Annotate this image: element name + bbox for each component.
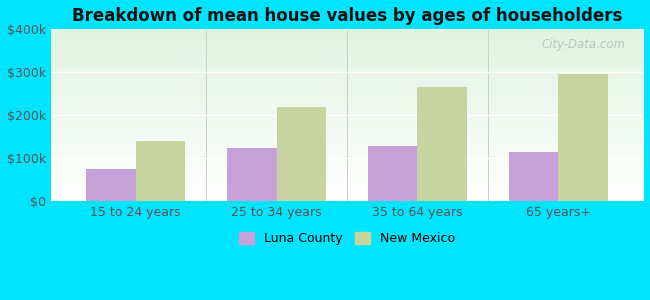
Bar xyxy=(227,148,276,201)
Text: City-Data.com: City-Data.com xyxy=(541,38,625,51)
Bar xyxy=(276,107,326,201)
Legend: Luna County, New Mexico: Luna County, New Mexico xyxy=(234,227,460,250)
Bar xyxy=(509,152,558,201)
Bar xyxy=(86,169,135,201)
Bar xyxy=(558,74,608,201)
Bar xyxy=(417,87,467,201)
Bar xyxy=(135,141,185,201)
Title: Breakdown of mean house values by ages of householders: Breakdown of mean house values by ages o… xyxy=(72,7,622,25)
Bar xyxy=(368,146,417,201)
